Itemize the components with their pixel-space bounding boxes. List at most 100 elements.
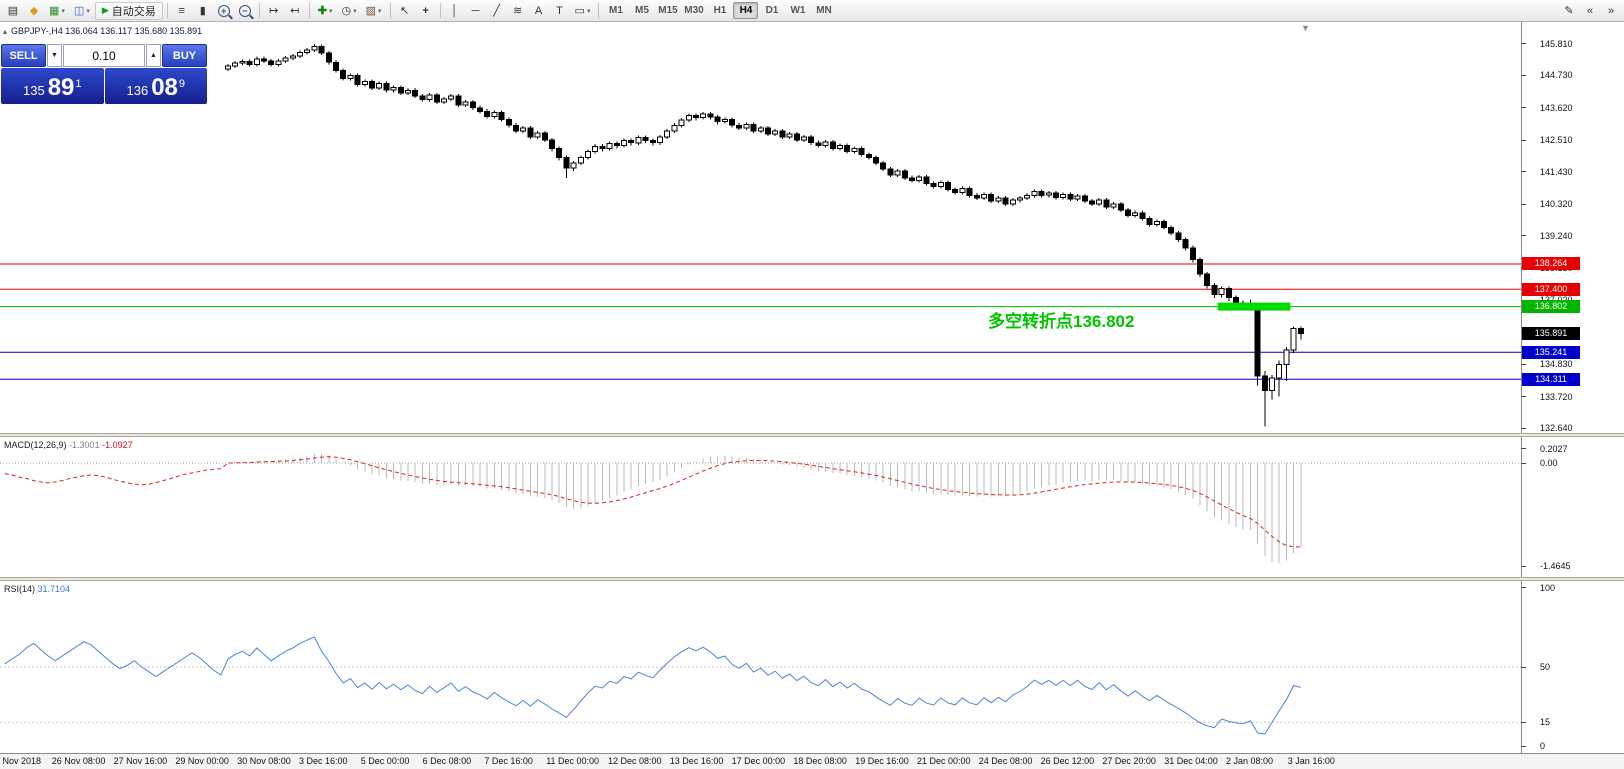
timeframe-m30[interactable]: M30 xyxy=(684,5,704,16)
label-tool[interactable]: T xyxy=(550,2,570,20)
time-axis-label: 30 Nov 08:00 xyxy=(237,756,291,766)
price-axis-label: 134.830 xyxy=(1540,359,1573,370)
play-icon: ▶ xyxy=(101,5,109,15)
autoscroll-button[interactable]: ↦ xyxy=(264,2,284,20)
profiles-button[interactable]: ◫ ▾ xyxy=(70,2,94,20)
new-chart-icon: ▦ xyxy=(49,5,60,17)
panel-splitter-rsi[interactable] xyxy=(0,577,1624,581)
price-axis-tick xyxy=(1521,74,1526,76)
buy-price-big: 08 xyxy=(151,74,178,101)
price-axis-label: 144.730 xyxy=(1540,70,1573,81)
macd-axis-tick xyxy=(1521,448,1526,450)
toolbar-separator xyxy=(258,3,260,18)
periods-button[interactable]: ◷ ▾ xyxy=(338,2,361,20)
shapes-tool[interactable]: ▭ ▾ xyxy=(571,2,595,20)
rsi-axis-tick xyxy=(1521,587,1526,589)
time-axis[interactable] xyxy=(0,753,1624,769)
price-axis-tick xyxy=(1521,235,1526,237)
price-axis-label: 132.640 xyxy=(1540,423,1573,434)
macd-canvas[interactable] xyxy=(0,437,1521,577)
buy-price-display[interactable]: 136 08 9 xyxy=(104,68,207,104)
zoom-out-button[interactable]: − xyxy=(235,2,255,20)
time-axis-label: 18 Dec 08:00 xyxy=(793,756,847,766)
price-chart-canvas[interactable] xyxy=(0,22,1521,433)
horizontal-line-tool[interactable]: ─ xyxy=(466,2,486,20)
timeframe-mn[interactable]: MN xyxy=(816,5,832,16)
vline-icon: │ xyxy=(451,4,458,17)
new-order-icon: ◆ xyxy=(29,5,39,17)
price-level-badge: 134.311 xyxy=(1522,372,1580,386)
price-axis-label: 142.510 xyxy=(1540,135,1573,146)
rsi-value: 31.7104 xyxy=(37,584,71,594)
text-tool[interactable]: A xyxy=(529,2,549,20)
fibonacci-icon: ≋ xyxy=(512,5,523,17)
label-icon: T xyxy=(556,4,563,17)
bars-chart-icon: ≡ xyxy=(178,4,185,17)
time-axis-label: 19 Dec 16:00 xyxy=(855,756,909,766)
macd-axis-tick xyxy=(1521,565,1526,567)
chart-shift-marker[interactable]: ▼ xyxy=(1301,23,1310,33)
timeframe-m1[interactable]: M1 xyxy=(609,5,623,16)
trendline-icon: ╱ xyxy=(493,5,500,17)
lot-increase-button[interactable]: ▲ xyxy=(146,44,161,67)
timeframe-h4[interactable]: H4 xyxy=(733,2,759,19)
trendline-tool[interactable]: ╱ xyxy=(487,2,507,20)
sell-button[interactable]: SELL xyxy=(1,44,46,67)
rsi-canvas[interactable] xyxy=(0,581,1521,753)
chevron-down-icon: ▾ xyxy=(378,7,382,15)
panel-splitter-macd[interactable] xyxy=(0,433,1624,437)
chevron-right-icon: » xyxy=(1607,4,1615,17)
new-order-button[interactable]: ◆ xyxy=(24,2,44,20)
price-axis-label: 139.240 xyxy=(1540,230,1573,241)
one-click-trading-panel: SELL ▼ 0.10 ▲ BUY 135 89 1 136 08 9 xyxy=(1,44,207,104)
edit-toolbar-button[interactable]: ✎ xyxy=(1559,2,1579,20)
rsi-axis-tick xyxy=(1521,721,1526,723)
indicators-icon: ✚ xyxy=(317,5,327,17)
bars-chart-button[interactable]: ≡ xyxy=(172,2,192,20)
lot-size-input[interactable]: 0.10 xyxy=(63,44,145,67)
cursor-icon: ↖ xyxy=(399,5,410,17)
chevron-down-icon: ▾ xyxy=(86,7,90,15)
main-toolbar: ▤ ◆ ▦ ▾ ◫ ▾ ▶ 自动交易 ≡ ▮ + − ↦ ↤ ✚ ▾ ◷ ▾ ▨ ▾ ↖ … xyxy=(0,0,1624,22)
price-axis-label: 140.320 xyxy=(1540,199,1573,210)
pencil-icon: ✎ xyxy=(1564,5,1574,17)
time-axis-label: 29 Nov 00:00 xyxy=(175,756,229,766)
time-axis-label: 3 Jan 16:00 xyxy=(1287,756,1335,766)
templates-button[interactable]: ▨ ▾ xyxy=(362,2,386,20)
timeframe-w1[interactable]: W1 xyxy=(790,5,806,16)
toolbar-separator xyxy=(598,3,600,18)
zoom-in-icon: + xyxy=(217,4,230,17)
rsi-axis-label: 50 xyxy=(1540,662,1551,672)
price-axis-tick xyxy=(1521,396,1526,398)
oct-collapse-icon[interactable]: ▴ xyxy=(3,26,8,36)
time-axis-label: 26 Nov 08:00 xyxy=(51,756,106,766)
buy-button[interactable]: BUY xyxy=(162,44,207,67)
crosshair-tool-button[interactable]: + xyxy=(416,2,436,20)
autotrading-label: 自动交易 xyxy=(111,5,156,18)
zoom-in-button[interactable]: + xyxy=(214,2,234,20)
sell-price-display[interactable]: 135 89 1 xyxy=(1,68,104,104)
indicators-button[interactable]: ✚ ▾ xyxy=(314,2,337,20)
cursor-tool-button[interactable]: ↖ xyxy=(395,2,415,20)
time-axis-label: 3 Dec 16:00 xyxy=(299,756,348,766)
autotrading-button[interactable]: ▶ 自动交易 xyxy=(94,1,163,20)
toolbar-scroll-left[interactable]: « xyxy=(1580,2,1600,20)
vertical-line-tool[interactable]: │ xyxy=(445,2,465,20)
new-chart-button[interactable]: ▦ ▾ xyxy=(45,2,69,20)
terminal-icon[interactable]: ▤ xyxy=(3,2,23,20)
timeframe-m15[interactable]: M15 xyxy=(658,5,678,16)
price-level-badge: 138.264 xyxy=(1522,257,1580,271)
fibonacci-tool[interactable]: ≋ xyxy=(508,2,528,20)
chevron-down-icon: ▾ xyxy=(353,7,357,15)
macd-name: MACD(12,26,9) xyxy=(4,440,67,450)
lot-decrease-button[interactable]: ▼ xyxy=(47,44,62,67)
timeframe-h1[interactable]: H1 xyxy=(713,5,727,16)
pivot-annotation: 多空转折点136.802 xyxy=(988,312,1135,331)
toolbar-scroll-right[interactable]: » xyxy=(1601,2,1621,20)
timeframe-d1[interactable]: D1 xyxy=(765,5,779,16)
chart-shift-button[interactable]: ↤ xyxy=(285,2,305,20)
candlestick-chart-button[interactable]: ▮ xyxy=(193,2,213,20)
time-axis-label: 27 Dec 20:00 xyxy=(1102,756,1156,766)
timeframe-m5[interactable]: M5 xyxy=(635,5,649,16)
